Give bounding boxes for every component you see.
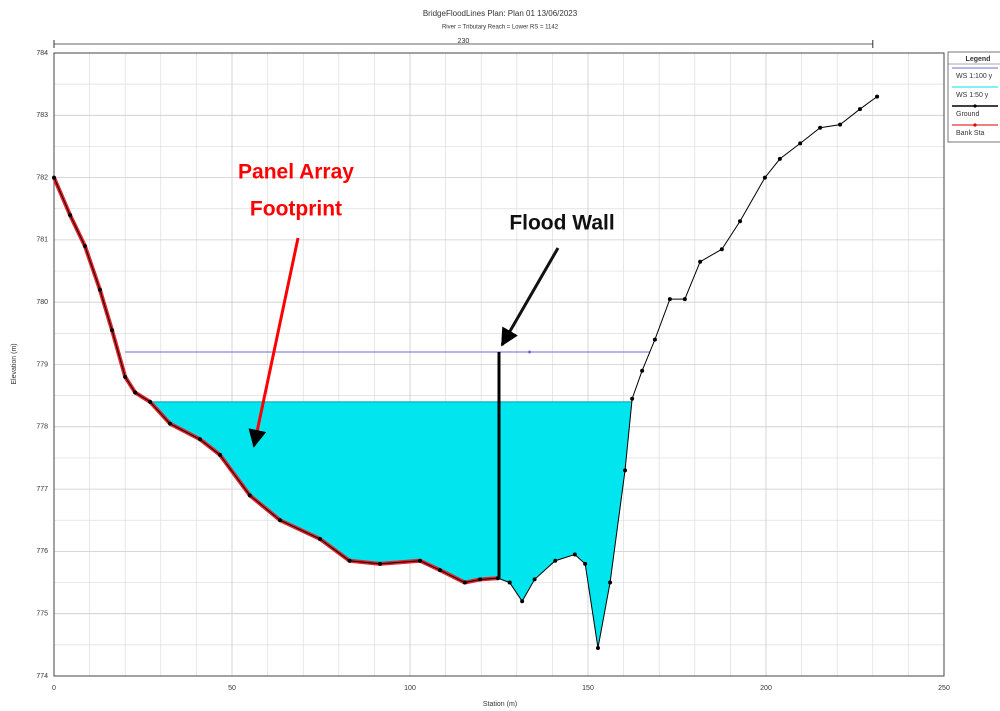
x-tick-label: 200 — [760, 685, 772, 692]
ground-point — [875, 94, 880, 99]
legend-label: WS 1:100 y — [956, 73, 993, 80]
annotation: Panel Array — [238, 161, 354, 184]
legend-label: Bank Sta — [956, 130, 985, 137]
ground-point — [437, 568, 442, 573]
ground-point — [818, 125, 823, 130]
legend-label: WS 1:50 y — [956, 92, 989, 99]
legend-box — [947, 51, 1000, 143]
ground-point — [838, 122, 843, 127]
ground-point — [97, 287, 102, 292]
legend-marker — [973, 123, 977, 127]
ground-point — [217, 452, 222, 457]
ground-point — [595, 645, 600, 650]
ground-point — [719, 247, 724, 252]
annotation: Flood Wall — [509, 212, 614, 235]
y-tick-label: 777 — [36, 486, 48, 493]
ground-point — [278, 518, 283, 523]
ground-point — [347, 558, 352, 563]
ground-point — [82, 244, 87, 249]
ground-point — [478, 577, 483, 582]
ground-point — [762, 175, 767, 180]
ground-point — [583, 561, 588, 566]
y-axis-label: Elevation (m) — [11, 343, 18, 384]
ground-point — [572, 552, 577, 557]
x-tick-label: 0 — [52, 685, 56, 692]
ground-point — [378, 561, 383, 566]
y-tick-label: 780 — [36, 299, 48, 306]
legend-label: Ground — [956, 111, 979, 118]
ground-point — [133, 390, 138, 395]
legend-marker — [973, 104, 977, 108]
ground-point — [123, 374, 128, 379]
chart-title: BridgeFloodLines Plan: Plan 01 13/06/202… — [423, 9, 578, 18]
x-tick-label: 100 — [404, 685, 416, 692]
ground-point — [698, 259, 703, 264]
ground-point — [532, 577, 537, 582]
y-tick-label: 775 — [36, 611, 48, 618]
legend: Legend WS 1:100 y WS 1:50 y Ground Bank Sta — [947, 51, 1000, 143]
arrow — [248, 237, 300, 448]
ground-point — [777, 156, 782, 161]
arrow — [500, 247, 560, 347]
dimension-label: 230 — [458, 38, 470, 45]
ground-point — [317, 536, 322, 541]
ground-point — [520, 599, 525, 604]
ground-point — [68, 212, 73, 217]
y-tick-label: 776 — [36, 548, 48, 555]
ground-point — [462, 580, 467, 585]
y-tick-label: 782 — [36, 174, 48, 181]
ground-point — [110, 328, 115, 333]
ground-point — [798, 141, 803, 146]
ws-marker — [528, 350, 532, 354]
annotation: Footprint — [250, 198, 342, 221]
legend-title: Legend — [966, 56, 991, 63]
ground-point — [148, 399, 153, 404]
x-axis-label: Station (m) — [483, 701, 517, 708]
ground-point — [608, 580, 613, 585]
ground-point — [667, 297, 672, 302]
y-tick-label: 778 — [36, 424, 48, 431]
ground-point — [168, 421, 173, 426]
ground-point — [682, 297, 687, 302]
ground-point — [417, 558, 422, 563]
ground-point — [652, 337, 657, 342]
x-tick-label: 50 — [228, 685, 236, 692]
ground-point — [857, 107, 862, 112]
ground-point — [640, 368, 645, 373]
chart-subtitle: River = Tributary Reach = Lower RS = 114… — [442, 25, 559, 31]
ground-point — [553, 558, 558, 563]
y-tick-label: 781 — [36, 237, 48, 244]
ground-point — [630, 396, 635, 401]
ground-point — [52, 175, 56, 180]
x-tick-label: 150 — [582, 685, 594, 692]
ground-point — [738, 219, 743, 224]
ground-point — [623, 468, 628, 473]
y-tick-label: 783 — [36, 112, 48, 119]
y-tick-label: 774 — [36, 673, 48, 680]
plot: 0 50 100 150 200 250 774 775 776 777 778 779 780 781 7… — [36, 38, 950, 692]
ground-point — [507, 580, 512, 585]
x-tick-label: 250 — [938, 685, 950, 692]
y-tick-label: 784 — [36, 50, 48, 57]
ground-point — [247, 493, 252, 498]
ground-point — [197, 437, 202, 442]
y-tick-label: 779 — [36, 361, 48, 368]
plot-border — [53, 52, 945, 677]
